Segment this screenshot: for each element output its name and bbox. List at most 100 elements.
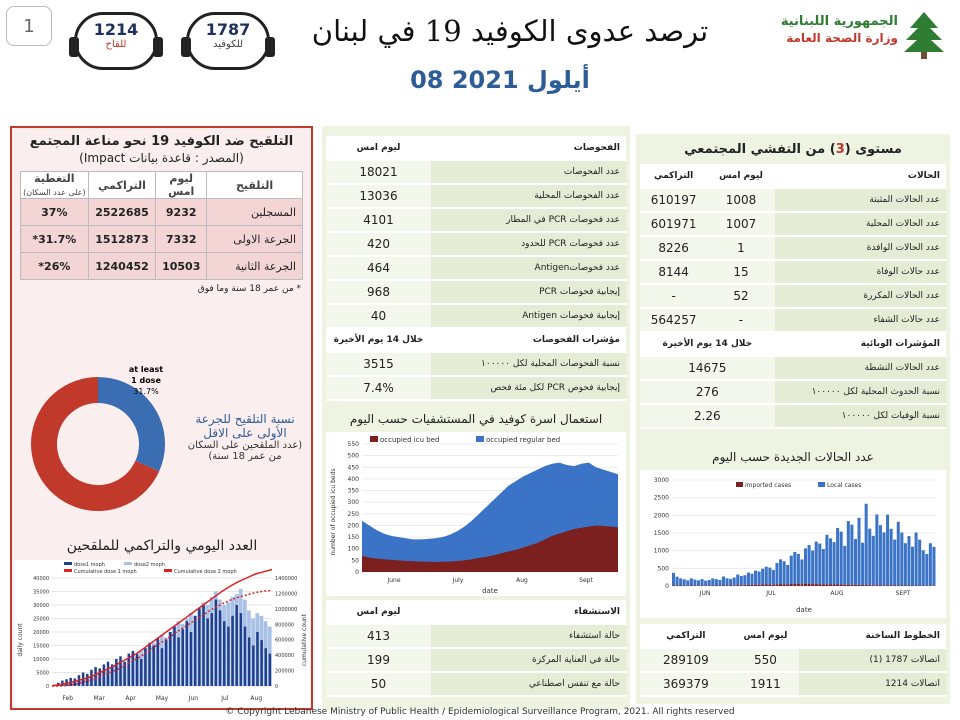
- spread-level-value: 3: [835, 142, 845, 157]
- y-tick-label: 600000: [275, 638, 294, 644]
- local-cases-bar: [721, 576, 725, 586]
- table-row: 8226 1 عدد الحالات الوافدة: [640, 236, 946, 261]
- imported-cases-bar: [868, 585, 872, 586]
- dose1-bar: [260, 640, 263, 686]
- local-cases-bar: [700, 579, 704, 586]
- local-cases-bar: [743, 575, 747, 586]
- local-cases-bar: [672, 572, 676, 586]
- hotlines-header: الخطوط الساخنة: [799, 624, 946, 649]
- vaccination-panel: التلقيح ضد الكوفيد 19 نحو مناعة المجتمع …: [10, 126, 313, 710]
- yesterday-cell: 1911: [731, 672, 800, 697]
- imported-cases-bar: [771, 584, 775, 586]
- dose1-bar: [202, 605, 205, 686]
- local-cases-bar: [800, 559, 804, 585]
- imported-cases-bar: [828, 584, 833, 586]
- dose1-bar: [86, 673, 89, 686]
- legend-swatch: [164, 569, 172, 572]
- value-cell: 7.4%: [326, 376, 431, 401]
- yesterday-header: ليوم امس: [155, 171, 208, 199]
- imported-cases-bar: [757, 584, 761, 586]
- y-tick-label: 450: [348, 464, 360, 471]
- covid-hotline-label: للكوفيد: [212, 39, 244, 50]
- hospital-chart-title: استعمال اسرة كوفيد في المستشفيات حسب الي…: [349, 412, 603, 426]
- imported-cases-bar: [825, 584, 829, 586]
- tests-header: الفحوصات: [431, 136, 626, 161]
- x-tick-label: July: [452, 577, 464, 584]
- local-cases-bar: [679, 578, 683, 586]
- yesterday-cell: 15: [707, 260, 775, 285]
- row-label: إيجابية فحوصات PCR: [431, 280, 626, 305]
- yesterday-header: ليوم امس: [707, 164, 775, 189]
- imported-cases-bar: [846, 584, 850, 586]
- imported-cases-bar: [796, 583, 800, 586]
- y-axis-label: number of occupied icu beds: [330, 468, 337, 555]
- report-date: 08 أيلول 2021: [410, 66, 590, 94]
- yesterday-cell: -: [707, 308, 775, 333]
- local-cases-bar: [718, 579, 722, 586]
- local-cases-bar: [871, 535, 875, 586]
- local-cases-bar: [921, 550, 925, 586]
- legend-label: occupied icu bed: [380, 436, 439, 444]
- cumulative-cell: 601971: [640, 212, 708, 237]
- value-cell: 18021: [326, 160, 431, 185]
- donut-slice-unvaccinated: [31, 377, 160, 511]
- y-tick-label: 30000: [33, 603, 49, 609]
- dose1-bar: [243, 626, 247, 686]
- x-axis-label: date: [796, 606, 812, 614]
- dose1-bar: [264, 648, 268, 686]
- local-cases-bar: [828, 538, 833, 585]
- imported-cases-bar: [786, 584, 790, 586]
- y-tick-label: 1000: [654, 548, 669, 555]
- row-label: حالة مع تنفس اصطناعي: [431, 672, 626, 697]
- daily-vaccination-title: العدد اليومي والتراكمي للملقحين: [66, 538, 258, 554]
- legend-label: occupied regular bed: [486, 436, 560, 444]
- local-cases-bar: [675, 576, 679, 586]
- row-label: نسبة الحدوث المحلية لكل ١٠٠٠٠٠: [774, 380, 946, 405]
- spread-title-part-b: ) من التفشي المجتمعي: [684, 142, 836, 157]
- dose1-bar: [268, 653, 272, 686]
- local-cases-bar: [804, 548, 808, 584]
- imported-cases-bar: [818, 584, 822, 586]
- dose1-bar: [140, 659, 143, 686]
- donut-slice-vaccinated: [97, 377, 165, 472]
- row-label: عدد الفحوصات المحلية: [431, 184, 626, 209]
- y-tick-label: 35000: [33, 590, 49, 596]
- imported-cases-bar: [743, 585, 747, 586]
- row-label: اتصالات 1214: [799, 672, 946, 697]
- imported-cases-bar: [850, 584, 854, 586]
- value-cell: 413: [326, 624, 431, 649]
- yesterday-header: ليوم امس: [731, 624, 800, 649]
- y-tick-label: 0: [46, 684, 49, 690]
- tests-table: ليوم امس الفحوصات 18021 عدد الفحوصات 1303…: [326, 136, 626, 401]
- imported-cases-bar: [889, 585, 893, 586]
- value-cell: 276: [640, 380, 775, 405]
- page-title: ترصد عدوى الكوفيد 19 في لبنان: [311, 14, 709, 48]
- imported-cases-bar: [764, 584, 768, 586]
- table-row: 37% 2522685 9232 المسجلين: [20, 198, 303, 226]
- spread-level-title: مستوى (3) من التفشي المجتمعي: [640, 142, 946, 157]
- x-tick-label: Aug: [516, 577, 528, 584]
- table-row: 7.4% إيجابية فحوص PCR لكل مئة فحص: [326, 376, 626, 401]
- local-cases-bar: [779, 559, 783, 585]
- imported-cases-bar: [672, 585, 676, 586]
- local-cases-bar: [818, 543, 822, 585]
- y-tick-label: 5000: [36, 671, 49, 677]
- imported-cases-bar: [864, 585, 868, 586]
- y-tick-label: 15000: [33, 644, 49, 650]
- dose1-bar: [247, 637, 251, 686]
- imported-cases-bar: [896, 585, 900, 586]
- ministry-line-1: الجمهورية اللبنانية: [780, 14, 898, 29]
- local-cases-bar: [711, 578, 715, 586]
- y-tick-label: 10000: [33, 657, 49, 663]
- y-tick-label: 1200000: [275, 591, 297, 597]
- imported-cases-bar: [882, 585, 886, 586]
- table-row: 610197 1008 عدد الحالات المثبتة: [640, 188, 946, 213]
- imported-cases-bar: [754, 584, 758, 586]
- table-row: 18021 عدد الفحوصات: [326, 160, 626, 185]
- dose1-bar: [231, 615, 234, 686]
- y-tick-label: 40000: [33, 576, 49, 582]
- dose1-bar: [61, 680, 64, 686]
- y-tick-label: 150: [348, 534, 360, 541]
- value-cell: 40: [326, 304, 431, 329]
- local-cases-bar: [814, 541, 818, 584]
